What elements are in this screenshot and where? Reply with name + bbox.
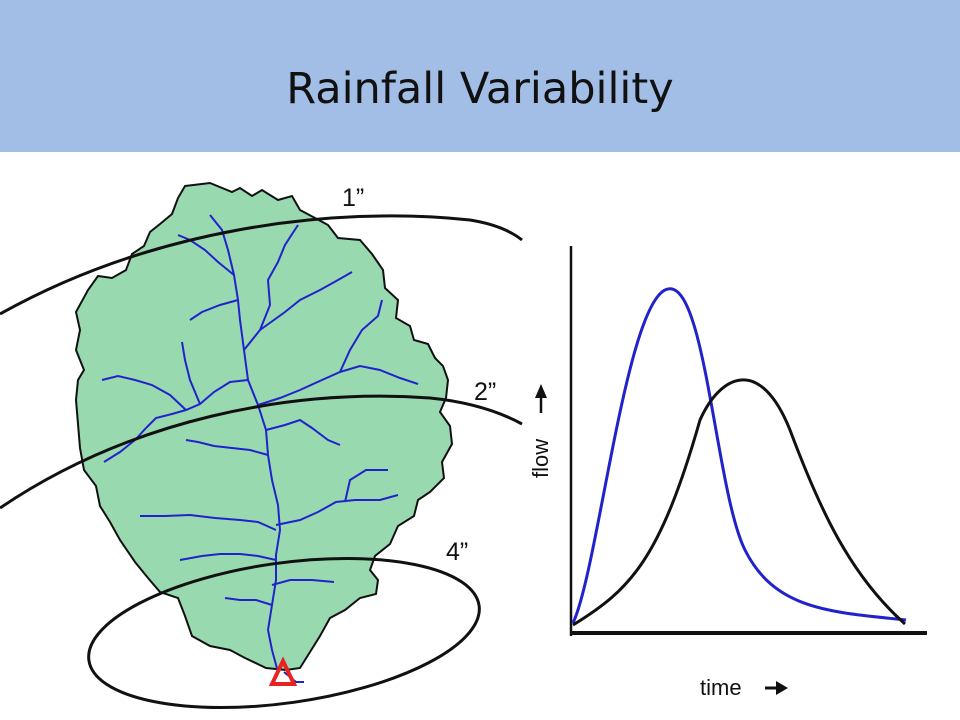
slide-title: Rainfall Variability xyxy=(286,64,674,114)
y-axis-arrow-icon xyxy=(535,384,547,413)
outlet-marker xyxy=(268,656,298,686)
isohyet-2 xyxy=(0,394,523,510)
x-axis-arrow-icon xyxy=(765,681,788,695)
hydrograph: time flow xyxy=(528,246,927,700)
isohyet-4 xyxy=(87,556,481,710)
isohyet-1 xyxy=(0,214,523,316)
isohyet-label-4: 4” xyxy=(446,538,468,566)
isohyet-label-2: 2” xyxy=(474,378,496,406)
hydrograph-series-blue xyxy=(571,287,907,624)
x-axis-label: time xyxy=(700,675,742,700)
isohyets xyxy=(0,214,523,710)
y-axis-label: flow xyxy=(528,439,553,478)
hydrograph-series-black xyxy=(572,378,906,627)
title-bar xyxy=(0,0,960,152)
stream-network xyxy=(101,214,419,683)
isohyet-label-1: 1” xyxy=(342,184,364,212)
